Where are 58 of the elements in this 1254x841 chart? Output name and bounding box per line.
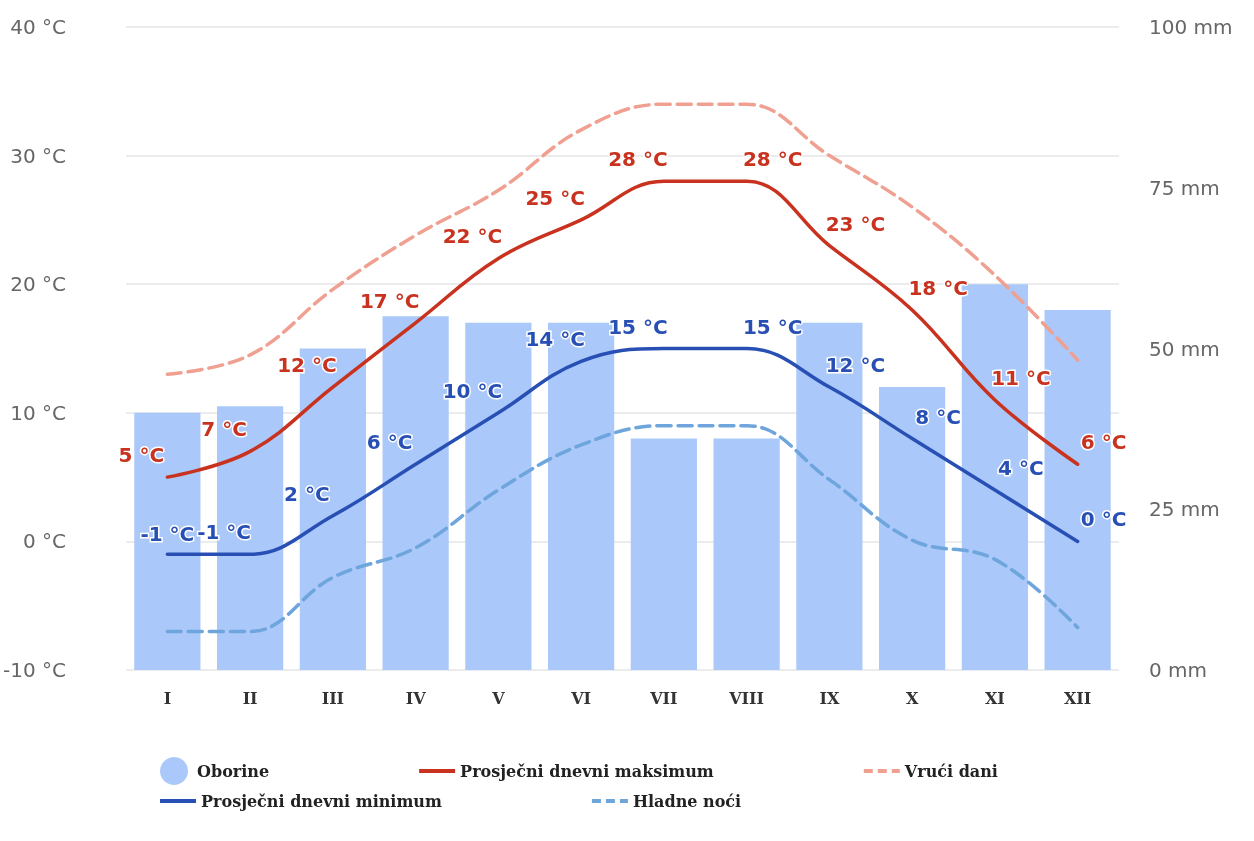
data-label: 0 °C: [1080, 507, 1127, 532]
y2-tick-label: 25 mm: [1149, 497, 1220, 522]
data-label: 12 °C: [277, 353, 337, 378]
bar: [713, 438, 780, 670]
data-label: 2 °C: [284, 481, 330, 506]
y2-tick-label: 100 mm: [1149, 15, 1233, 39]
data-label: 22 °C: [442, 224, 503, 249]
y-tick-label: 10 °C: [10, 400, 66, 425]
data-label: 15 °C: [608, 314, 668, 339]
data-label: 18 °C: [908, 275, 968, 300]
x-tick-label: X: [905, 688, 919, 708]
y-tick-label: 0 °C: [22, 529, 66, 554]
line-series: [165, 179, 1080, 479]
data-label: 5 °C: [118, 443, 165, 468]
x-tick-label: IV: [405, 688, 427, 708]
data-label: 23 °C: [825, 211, 886, 236]
x-tick-label: V: [491, 688, 506, 708]
data-label: 14 °C: [525, 327, 585, 352]
data-label: -1 °C: [197, 520, 252, 545]
data-label: 8 °C: [915, 404, 961, 429]
x-tick-label: VII: [649, 688, 678, 708]
y2-tick-label: 50 mm: [1149, 336, 1220, 361]
y-tick-label: -10 °C: [2, 658, 66, 682]
y2-tick-label: 0 mm: [1149, 658, 1208, 682]
data-label: 28 °C: [742, 147, 803, 172]
data-label: 10 °C: [442, 378, 503, 403]
x-tick-label: XII: [1063, 688, 1092, 708]
x-tick-label: VI: [570, 688, 592, 708]
legend-label: Prosječni dnevni maksimum: [460, 761, 714, 781]
x-tick-label: I: [163, 688, 172, 708]
data-label: 4 °C: [998, 455, 1044, 480]
legend-label: Vrući dani: [903, 761, 998, 781]
y-tick-label: 30 °C: [10, 143, 66, 168]
data-label: 15 °C: [742, 314, 803, 339]
bar: [217, 406, 284, 670]
x-tick-label: VIII: [728, 688, 765, 708]
bar: [630, 438, 697, 670]
data-label: 12 °C: [825, 353, 886, 378]
data-label: 11 °C: [991, 365, 1051, 390]
line-series: [165, 346, 1080, 557]
data-label: 6 °C: [1080, 430, 1127, 455]
x-tick-label: XI: [984, 688, 1005, 708]
data-label: 25 °C: [525, 185, 585, 210]
data-label: 28 °C: [608, 147, 668, 172]
x-tick-label: II: [242, 688, 258, 708]
x-tick-label: IX: [819, 688, 840, 708]
data-label: 17 °C: [359, 288, 420, 313]
data-label: -1 °C: [140, 522, 195, 547]
y-tick-label: 40 °C: [10, 15, 66, 39]
legend-label: Oborine: [197, 761, 270, 781]
line-series: [165, 423, 1080, 634]
y2-tick-label: 75 mm: [1149, 175, 1220, 200]
data-label: 6 °C: [366, 430, 413, 455]
x-tick-label: III: [321, 688, 345, 708]
legend-label: Prosječni dnevni minimum: [201, 791, 442, 811]
legend-label: Hladne noći: [632, 791, 742, 811]
y-tick-label: 20 °C: [10, 272, 66, 297]
data-label: 7 °C: [201, 417, 247, 442]
